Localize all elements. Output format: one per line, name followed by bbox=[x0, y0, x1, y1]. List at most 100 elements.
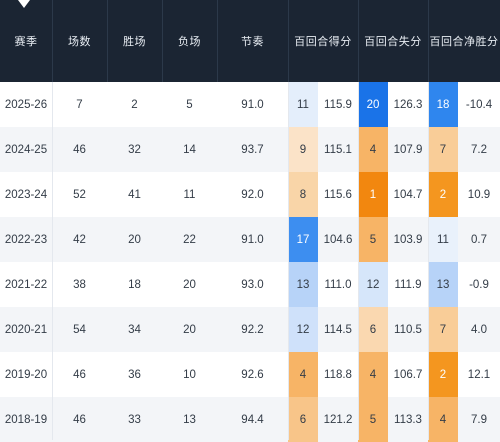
cell-def-rank: 4 bbox=[358, 352, 388, 397]
table-row[interactable]: 2021-22 38 18 20 93.0 13 111.0 12 111.9 13 -0.9 bbox=[0, 262, 500, 307]
cell-games: 46 bbox=[73, 143, 86, 156]
cell-losses: 11 bbox=[183, 188, 196, 201]
cell-def-rank: 6 bbox=[358, 307, 388, 352]
table-row[interactable]: 2020-21 54 34 20 92.2 12 114.5 6 110.5 7 4.0 bbox=[0, 307, 500, 352]
cell-off-rank: 8 bbox=[288, 172, 318, 217]
table-row[interactable]: 2018-19 46 33 13 94.4 6 121.2 5 113.3 4 7.9 bbox=[0, 397, 500, 442]
cell-def-rank: 5 bbox=[358, 397, 388, 442]
cell-games: 46 bbox=[73, 413, 86, 426]
cell-pace: 91.0 bbox=[241, 233, 264, 246]
cell-net-rank: 7 bbox=[428, 127, 458, 172]
table-header: 赛季 场数 胜场 负场 节奏 百回合得分 百回合失分 百回合净胜分 bbox=[0, 0, 500, 82]
cell-wins: 18 bbox=[128, 278, 141, 291]
cell-games: 7 bbox=[76, 98, 83, 111]
cell-def-value: 126.3 bbox=[393, 98, 423, 111]
cell-def-rank: 4 bbox=[358, 127, 388, 172]
cell-def-value: 111.9 bbox=[394, 278, 422, 291]
cell-def-value: 104.7 bbox=[393, 188, 423, 201]
sort-indicator-icon[interactable] bbox=[18, 0, 30, 8]
cell-off-rank: 6 bbox=[288, 397, 318, 442]
cell-wins: 2 bbox=[131, 98, 138, 111]
cell-off-rank: 12 bbox=[288, 307, 318, 352]
cell-pace: 93.7 bbox=[241, 143, 264, 156]
cell-losses: 10 bbox=[183, 368, 196, 381]
cell-off-value: 115.9 bbox=[324, 98, 352, 111]
cell-net-value: 7.2 bbox=[471, 143, 487, 156]
cell-games: 52 bbox=[73, 188, 86, 201]
table-row[interactable]: 2022-23 42 20 22 91.0 17 104.6 5 103.9 11 0.7 bbox=[0, 217, 500, 262]
cell-losses: 5 bbox=[186, 98, 193, 111]
cell-pace: 94.4 bbox=[241, 413, 264, 426]
table-row[interactable]: 2025-26 7 2 5 91.0 11 115.9 20 126.3 18 -10.4 bbox=[0, 82, 500, 127]
cell-games: 46 bbox=[73, 368, 86, 381]
cell-season: 2025-26 bbox=[4, 98, 48, 111]
header-wins[interactable]: 胜场 bbox=[123, 36, 146, 48]
cell-net-rank: 11 bbox=[428, 217, 458, 262]
cell-def-rank: 12 bbox=[358, 262, 388, 307]
cell-wins: 36 bbox=[128, 368, 141, 381]
cell-losses: 20 bbox=[183, 323, 196, 336]
header-off-rating[interactable]: 百回合得分 bbox=[294, 36, 352, 48]
cell-season: 2019-20 bbox=[4, 368, 48, 381]
cell-wins: 32 bbox=[128, 143, 141, 156]
cell-net-value: 10.9 bbox=[467, 188, 491, 201]
cell-net-rank: 18 bbox=[428, 82, 458, 127]
header-def-rating[interactable]: 百回合失分 bbox=[364, 36, 422, 48]
cell-wins: 41 bbox=[128, 188, 141, 201]
cell-season: 2024-25 bbox=[4, 143, 48, 156]
cell-off-value: 104.6 bbox=[323, 233, 353, 246]
cell-losses: 13 bbox=[183, 413, 196, 426]
cell-off-rank: 11 bbox=[288, 82, 318, 127]
cell-season: 2021-22 bbox=[4, 278, 48, 291]
cell-net-value: 4.0 bbox=[471, 323, 487, 336]
table-row[interactable]: 2024-25 46 32 14 93.7 9 115.1 4 107.9 7 7.2 bbox=[0, 127, 500, 172]
cell-losses: 20 bbox=[183, 278, 196, 291]
cell-pace: 92.2 bbox=[241, 323, 264, 336]
cell-games: 38 bbox=[73, 278, 86, 291]
header-season[interactable]: 赛季 bbox=[14, 36, 38, 48]
cell-def-value: 103.9 bbox=[393, 233, 423, 246]
cell-net-value: -10.4 bbox=[465, 98, 493, 111]
cell-pace: 92.6 bbox=[241, 368, 264, 381]
cell-pace: 91.0 bbox=[241, 98, 264, 111]
cell-net-value: 7.9 bbox=[471, 413, 487, 426]
cell-off-rank: 9 bbox=[288, 127, 318, 172]
cell-wins: 34 bbox=[128, 323, 141, 336]
table-row[interactable]: 2019-20 46 36 10 92.6 4 118.8 4 106.7 2 12.1 bbox=[0, 352, 500, 397]
cell-def-value: 107.9 bbox=[393, 143, 423, 156]
cell-games: 42 bbox=[73, 233, 86, 246]
cell-off-rank: 17 bbox=[288, 217, 318, 262]
cell-off-value: 121.2 bbox=[323, 413, 353, 426]
cell-off-value: 115.6 bbox=[324, 188, 352, 201]
cell-def-value: 113.3 bbox=[394, 413, 422, 426]
cell-net-rank: 13 bbox=[428, 262, 458, 307]
cell-net-rank: 4 bbox=[428, 397, 458, 442]
cell-net-value: -0.9 bbox=[469, 278, 489, 291]
table-row[interactable]: 2023-24 52 41 11 92.0 8 115.6 1 104.7 2 10.9 bbox=[0, 172, 500, 217]
cell-games: 54 bbox=[73, 323, 86, 336]
cell-off-value: 111.0 bbox=[324, 278, 352, 291]
header-losses[interactable]: 负场 bbox=[178, 36, 201, 48]
header-games[interactable]: 场数 bbox=[68, 36, 91, 48]
cell-pace: 93.0 bbox=[241, 278, 264, 291]
cell-season: 2020-21 bbox=[4, 323, 48, 336]
cell-off-rank: 13 bbox=[288, 262, 318, 307]
cell-wins: 20 bbox=[128, 233, 141, 246]
cell-off-value: 114.5 bbox=[324, 323, 352, 336]
cell-def-value: 110.5 bbox=[394, 323, 422, 336]
header-net-rating[interactable]: 百回合净胜分 bbox=[429, 36, 499, 48]
cell-def-rank: 1 bbox=[358, 172, 388, 217]
cell-def-rank: 20 bbox=[358, 82, 388, 127]
cell-net-rank: 2 bbox=[428, 352, 458, 397]
cell-losses: 14 bbox=[183, 143, 196, 156]
cell-off-value: 115.1 bbox=[324, 143, 352, 156]
cell-def-rank: 5 bbox=[358, 217, 388, 262]
header-pace[interactable]: 节奏 bbox=[241, 36, 264, 48]
cell-pace: 92.0 bbox=[241, 188, 264, 201]
cell-off-rank: 4 bbox=[288, 352, 318, 397]
cell-off-value: 118.8 bbox=[324, 368, 352, 381]
cell-net-rank: 2 bbox=[428, 172, 458, 217]
cell-season: 2018-19 bbox=[4, 413, 48, 426]
cell-wins: 33 bbox=[128, 413, 141, 426]
